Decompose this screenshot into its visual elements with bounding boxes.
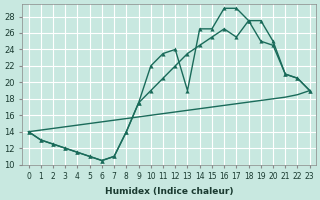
X-axis label: Humidex (Indice chaleur): Humidex (Indice chaleur) [105,187,233,196]
